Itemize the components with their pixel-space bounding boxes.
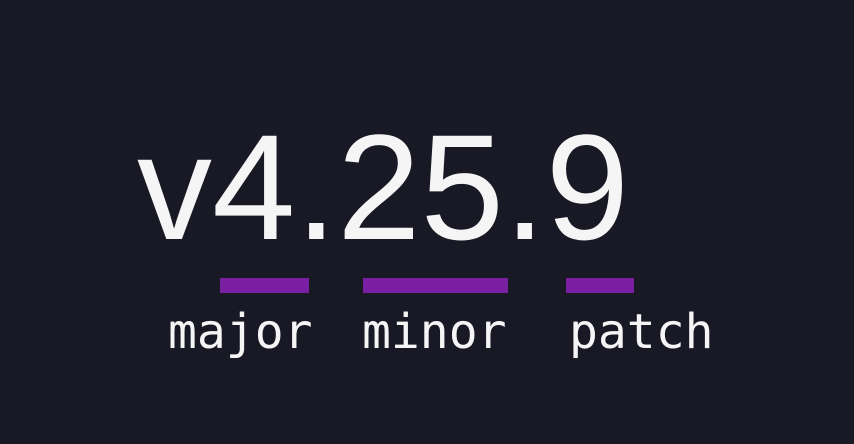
major-underline-bar — [220, 278, 309, 293]
patch-label: patch — [569, 304, 714, 360]
version-number-text: v4.25.9 — [137, 103, 630, 271]
minor-underline-bar — [363, 278, 508, 293]
patch-underline-bar — [566, 278, 634, 293]
major-label: major — [168, 304, 313, 360]
minor-label: minor — [362, 304, 507, 360]
